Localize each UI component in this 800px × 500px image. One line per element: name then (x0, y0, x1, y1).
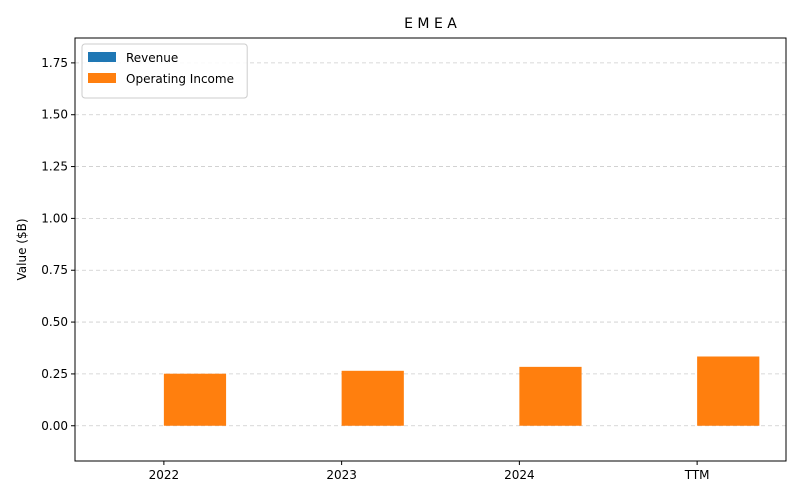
x-tick-label: TTM (684, 468, 710, 482)
y-axis-title: Value ($B) (15, 219, 29, 281)
y-tick-label: 0.75 (41, 263, 68, 277)
grid-lines (75, 62, 786, 427)
chart-title: E M E A (404, 16, 457, 32)
y-tick-label: 0.50 (41, 315, 68, 329)
legend-box (81, 43, 248, 99)
legend-swatch-operating-income (88, 73, 116, 83)
legend: Revenue Operating Income (81, 43, 248, 99)
plot-frame (74, 37, 787, 462)
y-tick-label: 1.50 (41, 108, 68, 122)
bar-operating-income-ttm (697, 356, 760, 426)
x-tick-label: 2023 (326, 468, 357, 482)
legend-label: Revenue (126, 51, 178, 65)
bars (163, 356, 760, 426)
legend-label: Operating Income (126, 72, 234, 86)
x-tick-label: 2022 (149, 468, 180, 482)
bar-operating-income-2023 (341, 370, 404, 426)
x-tick-label: 2024 (504, 468, 535, 482)
y-tick-label: 0.25 (41, 367, 68, 381)
y-tick-label: 1.25 (41, 160, 68, 174)
bar-operating-income-2022 (163, 373, 227, 426)
legend-swatch-revenue (88, 52, 116, 62)
axis-ticks: 0.00 0.25 0.50 0.75 1.00 1.25 1.50 1.75 2022 2023… (41, 56, 709, 482)
bar-operating-income-2024 (519, 366, 582, 426)
y-tick-label: 1.00 (41, 211, 68, 225)
y-tick-label: 1.75 (41, 56, 68, 70)
y-tick-label: 0.00 (41, 419, 68, 433)
